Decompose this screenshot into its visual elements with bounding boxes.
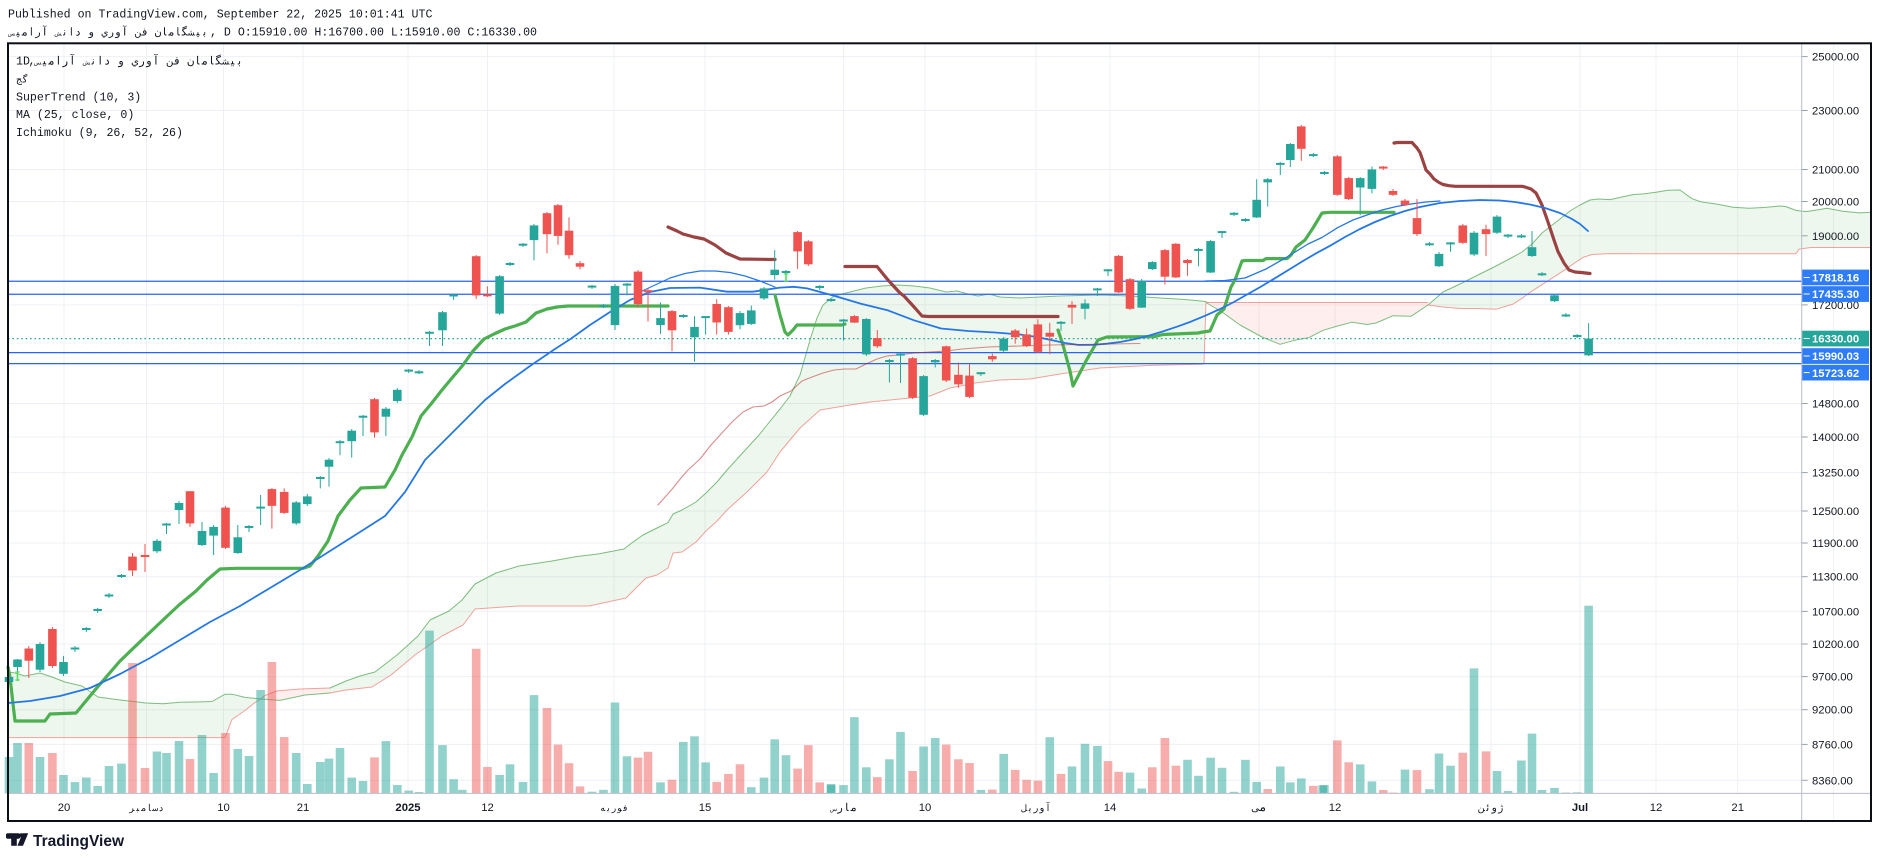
svg-text:17818.16: 17818.16: [1812, 273, 1859, 285]
svg-text:12500.00: 12500.00: [1812, 506, 1859, 518]
svg-text:12: 12: [1650, 802, 1663, 814]
svg-text:,: ,: [29, 56, 36, 69]
svg-text:12: 12: [481, 802, 494, 814]
svg-text:14000.00: 14000.00: [1812, 432, 1859, 444]
svg-text:25000.00: 25000.00: [1812, 52, 1859, 64]
svg-text:1D: 1D: [16, 56, 30, 69]
svg-text:10700.00: 10700.00: [1812, 606, 1859, 618]
svg-text:17435.30: 17435.30: [1812, 289, 1859, 301]
svg-text:Published on TradingView.com,: Published on TradingView.com, September …: [8, 9, 432, 22]
svg-text:20000.00: 20000.00: [1812, 197, 1859, 209]
svg-text:21: 21: [1731, 802, 1744, 814]
svg-text:16330.00: 16330.00: [1812, 334, 1859, 346]
svg-text:14: 14: [1104, 802, 1117, 814]
svg-text:13250.00: 13250.00: [1812, 468, 1859, 480]
svg-text:20: 20: [58, 802, 71, 814]
svg-text:SuperTrend (10, 3): SuperTrend (10, 3): [16, 92, 141, 105]
svg-text:17200.00: 17200.00: [1812, 300, 1859, 312]
svg-text:10: 10: [919, 802, 932, 814]
svg-text:9700.00: 9700.00: [1812, 672, 1853, 684]
svg-text:Jul: Jul: [1572, 802, 1588, 814]
svg-text:15723.62: 15723.62: [1812, 368, 1859, 380]
svg-text:10: 10: [217, 802, 230, 814]
svg-text:MA (25, close, 0): MA (25, close, 0): [16, 109, 134, 122]
svg-text:8760.00: 8760.00: [1812, 739, 1853, 751]
svg-text:21000.00: 21000.00: [1812, 165, 1859, 177]
svg-text:11900.00: 11900.00: [1812, 538, 1858, 550]
svg-text:10200.00: 10200.00: [1812, 639, 1859, 651]
svg-text:15990.03: 15990.03: [1812, 351, 1859, 363]
svg-text:12: 12: [1329, 802, 1342, 814]
svg-text:TradingView: TradingView: [33, 833, 125, 850]
svg-text:8360.00: 8360.00: [1812, 775, 1853, 787]
svg-text:2025: 2025: [395, 802, 420, 814]
svg-text:21: 21: [297, 802, 310, 814]
svg-text:15: 15: [699, 802, 712, 814]
svg-text:9200.00: 9200.00: [1812, 705, 1853, 717]
svg-text:23000.00: 23000.00: [1812, 106, 1859, 118]
svg-text:19000.00: 19000.00: [1812, 231, 1859, 243]
svg-text:, D O:15910.00 H:16700.00 L:15: , D O:15910.00 H:16700.00 L:15910.00 C:1…: [210, 27, 537, 40]
svg-text:14800.00: 14800.00: [1812, 399, 1859, 411]
svg-text:11300.00: 11300.00: [1812, 572, 1858, 584]
svg-text:Ichimoku (9, 26, 52, 26): Ichimoku (9, 26, 52, 26): [16, 127, 183, 140]
